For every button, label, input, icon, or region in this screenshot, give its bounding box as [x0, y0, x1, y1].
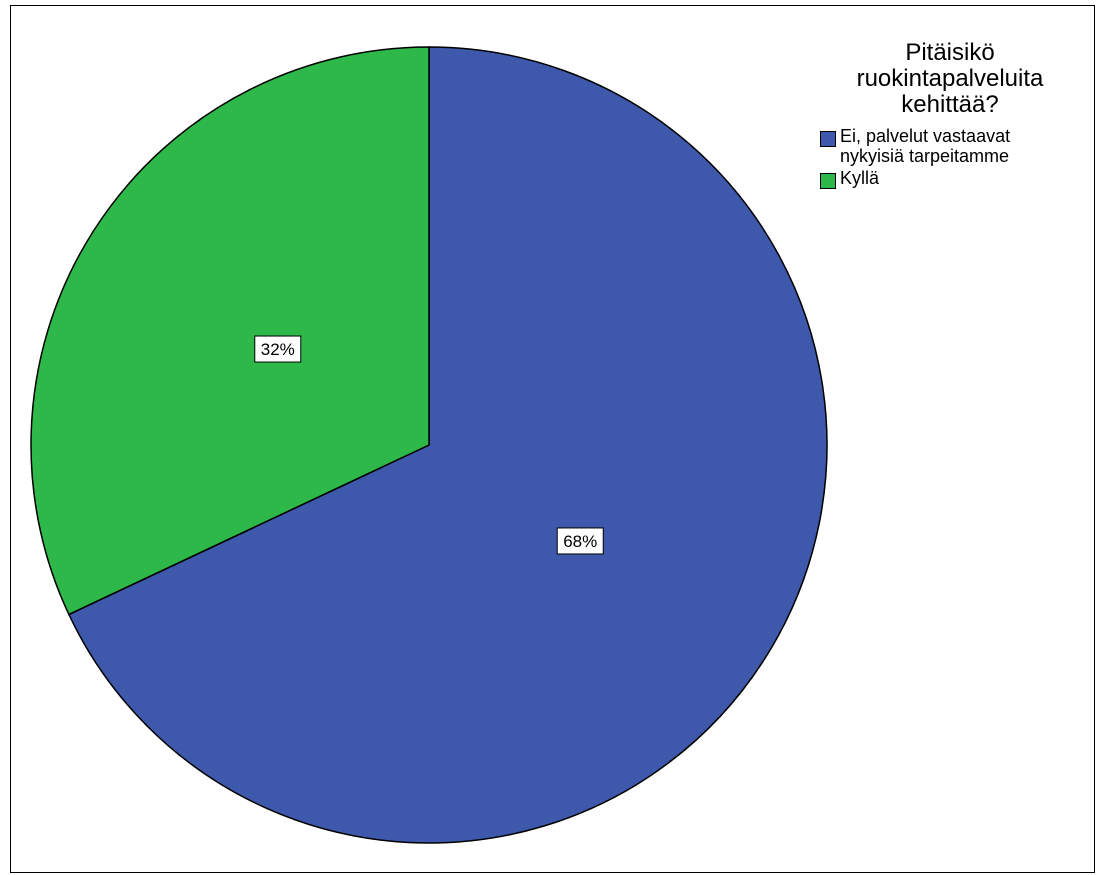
pie-value-box-0: [556, 527, 604, 555]
legend-label-ei-line-2: nykyisiä tarpeitamme: [840, 146, 1010, 166]
pie-value-box-1: [254, 335, 302, 363]
pie-value-text-1: 32%: [261, 340, 295, 359]
pie-value-text-0: 68%: [563, 532, 597, 551]
legend: Pitäisikö ruokintapalveluita kehittää? E…: [820, 40, 1090, 189]
legend-title: Pitäisikö ruokintapalveluita kehittää?: [820, 40, 1080, 118]
legend-label-kylla-line-1: Kyllä: [840, 168, 880, 188]
legend-item-kylla: Kyllä: [820, 168, 1090, 189]
legend-item-ei: Ei, palvelut vastaavat nykyisiä tarpeita…: [820, 126, 1090, 166]
pie-value-label-1: 32%: [254, 335, 302, 363]
legend-label-kylla: Kyllä: [840, 168, 879, 188]
pie-value-label-0: 68%: [556, 527, 604, 555]
legend-title-line-3: kehittää?: [901, 91, 999, 118]
pie-slice-0: [67, 46, 828, 844]
legend-label-ei-line-1: Ei, palvelut vastaavat: [840, 126, 1011, 146]
legend-label-ei: Ei, palvelut vastaavat nykyisiä tarpeita…: [840, 126, 1010, 166]
legend-swatch-ei: [820, 131, 836, 147]
legend-swatch-kylla: [820, 173, 836, 189]
legend-title-line-1: Pitäisikö: [905, 39, 995, 66]
legend-title-line-2: ruokintapalveluita: [856, 65, 1044, 92]
pie-slice-1: [30, 46, 430, 616]
